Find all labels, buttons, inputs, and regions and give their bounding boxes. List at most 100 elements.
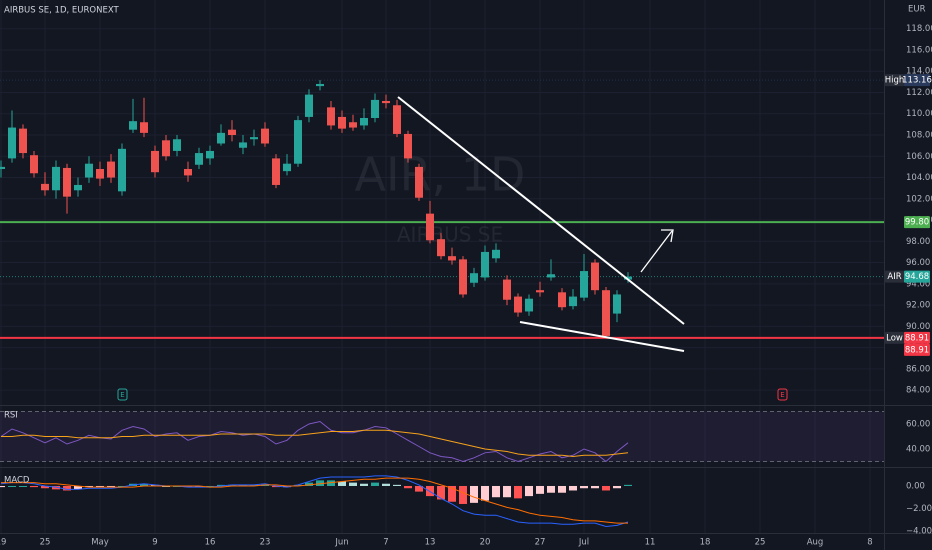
price-label: 88.91 (905, 333, 929, 343)
price-label: High (885, 76, 905, 86)
candle-body (239, 142, 247, 148)
labels: 19 25 May 9 16 23 Jun 7 13 20 27 Jul 11 18 25 Aug 8 84.00… (0, 24, 932, 547)
y-tick-label: 118.00 (906, 24, 932, 34)
candle-body (327, 107, 335, 126)
y-tick-label: 102.00 (906, 194, 932, 204)
candle-body (602, 290, 610, 336)
y-tick-label: 108.00 (906, 131, 932, 141)
x-tick-label: 25 (40, 538, 51, 548)
histogram-bar (195, 485, 203, 488)
label-box (885, 331, 904, 344)
y-tick-label: 92.00 (906, 301, 930, 311)
candle-body (217, 132, 225, 144)
candle-body (140, 122, 148, 133)
y-tick-label: 104.00 (906, 173, 932, 183)
event-label[interactable]: E (780, 391, 784, 399)
y-tick-label: −4.00 (906, 526, 932, 536)
histogram-bar (382, 483, 390, 486)
candle-body (162, 140, 170, 157)
histogram-bar (338, 481, 346, 486)
histogram-bar (96, 485, 104, 488)
line-series (1, 429, 629, 458)
y-tick-label: 60.00 (906, 420, 930, 430)
histogram-bar (503, 485, 511, 498)
histogram-bar (206, 485, 214, 487)
candle-body (316, 83, 324, 87)
histogram-bar (547, 485, 555, 493)
histogram-bar (459, 485, 467, 504)
candle-body (184, 169, 192, 176)
candle-body (52, 166, 60, 191)
candle-body (459, 259, 467, 295)
y-tick-label: 110.00 (906, 109, 932, 119)
event-marker[interactable] (777, 388, 788, 401)
candle-body (85, 163, 93, 178)
trend-line (397, 96, 685, 325)
price-label: Low (886, 333, 903, 343)
candle-body (250, 137, 258, 140)
label-box (885, 270, 904, 283)
label-box (904, 331, 930, 344)
histogram-bar (151, 484, 159, 486)
price-label: 94.68 (905, 272, 929, 282)
y-tick-label: 84.00 (906, 386, 930, 396)
histogram-bar (63, 485, 71, 491)
histogram-bar (140, 483, 148, 486)
x-tick-label: 16 (205, 538, 216, 548)
histogram-bar (217, 484, 225, 486)
y-tick-label: 96.00 (906, 258, 930, 268)
watermark: AIR, 1D (355, 148, 526, 202)
watermark-subtitle: AIRBUS SE (397, 223, 503, 247)
histogram-bar (624, 484, 632, 486)
event-label[interactable]: E (120, 391, 124, 399)
histogram-bar (525, 485, 533, 497)
candle-body (569, 296, 577, 307)
y-tick-label: 94.00 (906, 279, 930, 289)
candle-body (492, 249, 500, 259)
candle-body (558, 292, 566, 308)
event-marker[interactable] (117, 388, 128, 401)
histogram-bar (613, 485, 621, 489)
histogram-bar (239, 484, 247, 486)
candle-body (415, 166, 423, 198)
x-tick-label: 11 (645, 538, 656, 548)
x-tick-label: May (91, 538, 109, 548)
candle-body (382, 100, 390, 104)
candle-body (349, 122, 357, 128)
rsi-band (0, 411, 884, 462)
histogram-bar (470, 485, 478, 503)
histogram-bar (305, 482, 313, 486)
candle-body (580, 271, 588, 298)
candle-body (536, 290, 544, 293)
price-label: 88.91 (905, 345, 929, 355)
candle-body (151, 150, 159, 173)
price-label: AIR (887, 272, 901, 282)
candle-body (481, 251, 489, 278)
candle-body (74, 184, 82, 191)
line-series (0, 475, 629, 528)
histogram-bar (228, 484, 236, 486)
candle-body (404, 133, 412, 159)
histogram-bar (52, 485, 60, 490)
candle-body (261, 128, 269, 144)
histogram-bar (371, 482, 379, 486)
candle-body (437, 239, 445, 257)
candle-body (393, 105, 401, 134)
histogram-bar (85, 485, 93, 488)
candle-body (30, 155, 38, 174)
x-tick-label: 19 (0, 538, 6, 548)
x-tick-label: 23 (260, 538, 271, 548)
trend-line (519, 321, 685, 352)
y-tick-label: 114.00 (906, 67, 932, 77)
candle-body (8, 127, 16, 159)
candle-body (96, 169, 104, 179)
candle-body (371, 99, 379, 118)
histogram-bar (184, 485, 192, 488)
currency: EUR (908, 5, 926, 15)
candle-body (613, 294, 621, 314)
line-series (1, 477, 628, 524)
histogram-bar (349, 482, 357, 486)
candle-body (338, 116, 346, 129)
drawings (397, 96, 685, 352)
histogram-bar (481, 485, 489, 501)
